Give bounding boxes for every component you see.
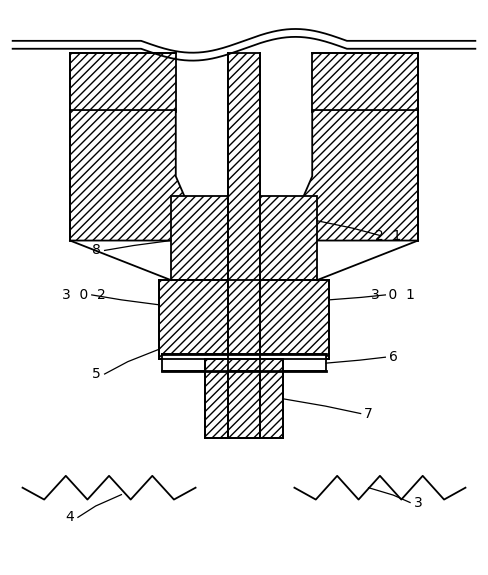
- Bar: [162, 354, 326, 371]
- Bar: [171, 196, 230, 285]
- Text: 2  1: 2 1: [375, 229, 402, 243]
- Polygon shape: [299, 110, 418, 240]
- Text: 7: 7: [364, 407, 373, 420]
- Text: 4: 4: [65, 511, 74, 524]
- Bar: [228, 371, 260, 438]
- Polygon shape: [70, 53, 176, 112]
- Bar: [230, 265, 250, 285]
- Bar: [228, 53, 260, 354]
- Text: 5: 5: [92, 367, 101, 381]
- Bar: [205, 359, 283, 438]
- Text: 3  0  1: 3 0 1: [371, 288, 415, 302]
- Polygon shape: [312, 53, 418, 112]
- Bar: [258, 196, 317, 285]
- Text: 8: 8: [92, 243, 101, 258]
- Text: 3  0  2: 3 0 2: [62, 288, 106, 302]
- Text: 3: 3: [414, 496, 423, 509]
- Bar: [159, 280, 329, 359]
- Bar: [238, 265, 258, 285]
- Text: 6: 6: [389, 350, 398, 364]
- Polygon shape: [70, 110, 189, 240]
